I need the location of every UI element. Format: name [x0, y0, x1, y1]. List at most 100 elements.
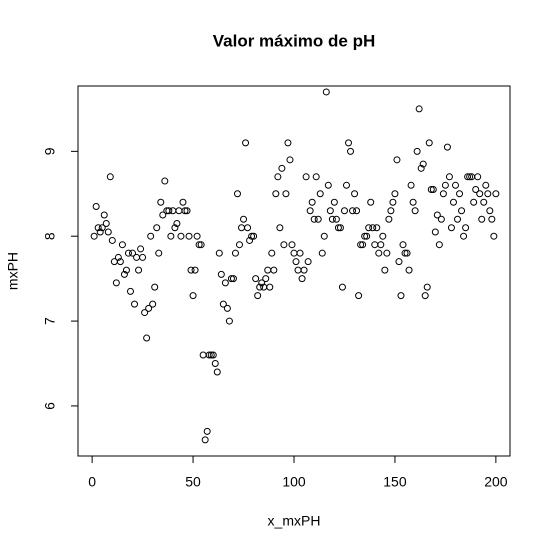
- point: [104, 228, 112, 236]
- point: [149, 300, 157, 308]
- point: [290, 249, 298, 257]
- chart-title: Valor máximo de pH: [213, 31, 376, 50]
- point: [379, 232, 387, 240]
- point: [451, 181, 459, 189]
- point: [175, 207, 183, 215]
- point: [296, 249, 304, 257]
- point: [135, 266, 143, 274]
- point: [407, 181, 415, 189]
- point: [211, 360, 219, 367]
- point: [353, 207, 361, 215]
- point: [221, 279, 229, 287]
- point: [466, 173, 474, 181]
- point: [187, 266, 195, 274]
- point: [118, 241, 126, 249]
- point: [195, 241, 203, 249]
- point: [417, 164, 425, 172]
- point: [242, 139, 250, 147]
- point: [129, 249, 137, 257]
- point: [102, 219, 110, 227]
- point: [304, 258, 312, 266]
- point: [306, 207, 314, 215]
- point: [349, 207, 357, 215]
- point: [413, 147, 421, 155]
- point: [308, 198, 316, 206]
- point: [199, 351, 207, 359]
- point: [250, 232, 258, 240]
- point: [316, 190, 324, 198]
- point: [126, 287, 134, 295]
- point: [334, 224, 342, 232]
- point: [462, 224, 470, 232]
- point: [332, 215, 340, 223]
- point: [231, 249, 239, 257]
- point: [302, 173, 310, 181]
- point: [369, 224, 377, 232]
- point: [213, 368, 221, 376]
- point: [314, 215, 322, 223]
- point: [116, 258, 124, 266]
- point: [229, 275, 237, 283]
- point: [355, 292, 363, 300]
- point: [409, 198, 417, 206]
- point: [401, 249, 409, 257]
- point: [342, 181, 350, 189]
- x-tick-label: 50: [185, 474, 201, 490]
- point: [137, 245, 145, 253]
- point: [284, 139, 292, 147]
- point: [445, 173, 453, 181]
- point: [124, 249, 132, 257]
- point: [266, 283, 274, 291]
- point: [484, 190, 492, 198]
- point: [147, 232, 155, 240]
- y-tick-label: 8: [42, 232, 58, 240]
- point: [252, 275, 260, 283]
- point: [244, 224, 252, 232]
- point: [415, 105, 423, 113]
- point: [94, 224, 102, 232]
- point: [92, 203, 100, 211]
- point: [373, 224, 381, 232]
- point: [405, 266, 413, 274]
- point: [338, 283, 346, 291]
- point: [318, 249, 326, 257]
- point: [330, 198, 338, 206]
- point: [223, 304, 231, 312]
- point: [254, 292, 262, 300]
- point: [264, 266, 272, 274]
- point: [472, 186, 480, 194]
- point: [177, 232, 185, 240]
- point: [114, 253, 122, 261]
- point: [171, 224, 179, 232]
- point: [106, 173, 114, 181]
- point: [189, 292, 197, 300]
- point: [371, 241, 379, 249]
- point: [203, 427, 211, 435]
- y-tick-label: 7: [42, 317, 58, 325]
- point: [185, 232, 193, 240]
- point: [278, 164, 286, 172]
- point: [443, 143, 451, 151]
- x-tick-label: 100: [282, 474, 306, 490]
- point: [131, 300, 139, 308]
- point: [351, 190, 359, 198]
- point: [141, 309, 149, 317]
- point: [240, 215, 248, 223]
- point: [217, 270, 225, 278]
- point: [435, 241, 443, 249]
- x-tick-label: 0: [88, 474, 96, 490]
- point: [286, 156, 294, 164]
- point: [357, 241, 365, 249]
- point: [470, 198, 478, 206]
- point: [345, 139, 353, 147]
- point: [389, 198, 397, 206]
- point: [441, 181, 449, 189]
- point: [108, 236, 116, 244]
- point: [328, 215, 336, 223]
- point: [454, 215, 462, 223]
- point: [215, 249, 223, 257]
- point: [274, 173, 282, 181]
- point: [100, 211, 108, 219]
- point: [161, 177, 169, 185]
- x-tick-label: 200: [484, 474, 508, 490]
